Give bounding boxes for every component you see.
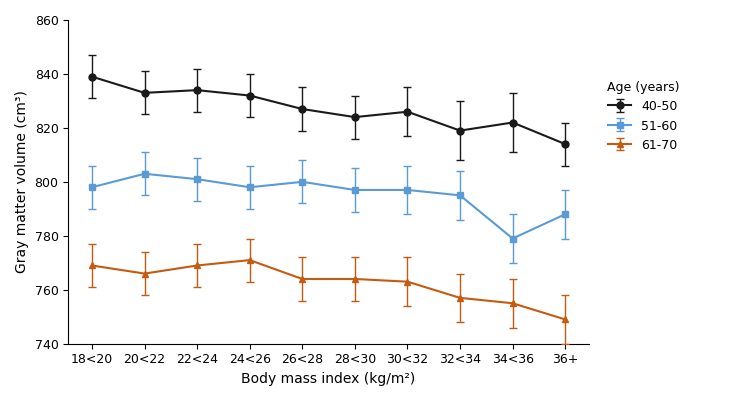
Y-axis label: Gray matter volume (cm³): Gray matter volume (cm³) [15, 90, 29, 273]
Legend: 40-50, 51-60, 61-70: 40-50, 51-60, 61-70 [600, 75, 686, 158]
X-axis label: Body mass index (kg/m²): Body mass index (kg/m²) [242, 372, 416, 386]
